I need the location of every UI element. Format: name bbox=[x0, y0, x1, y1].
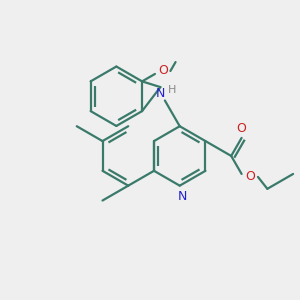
Text: O: O bbox=[245, 170, 255, 183]
Text: O: O bbox=[158, 64, 168, 77]
Text: N: N bbox=[156, 87, 165, 100]
Text: O: O bbox=[237, 122, 247, 135]
Text: H: H bbox=[168, 85, 176, 95]
Text: N: N bbox=[177, 190, 187, 203]
